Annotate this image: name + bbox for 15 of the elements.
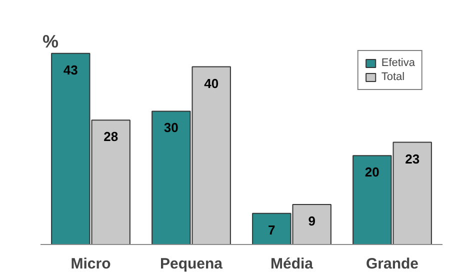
data-label: 9 xyxy=(308,214,316,229)
data-label: 23 xyxy=(405,151,420,166)
legend-label: Efetiva xyxy=(381,57,415,69)
x-tick-label: Micro xyxy=(70,256,111,272)
y-axis-title: % xyxy=(42,32,59,52)
legend-label: Total xyxy=(381,71,405,83)
data-label: 43 xyxy=(63,62,78,78)
x-tick-label: Grande xyxy=(366,256,419,272)
x-tick-label: Média xyxy=(270,256,314,272)
data-label: 28 xyxy=(104,129,118,144)
data-label: 40 xyxy=(204,76,219,91)
data-label: 7 xyxy=(268,222,276,238)
x-tick-label: Pequena xyxy=(160,256,224,272)
data-label: 20 xyxy=(364,164,380,180)
data-label: 30 xyxy=(164,120,178,136)
